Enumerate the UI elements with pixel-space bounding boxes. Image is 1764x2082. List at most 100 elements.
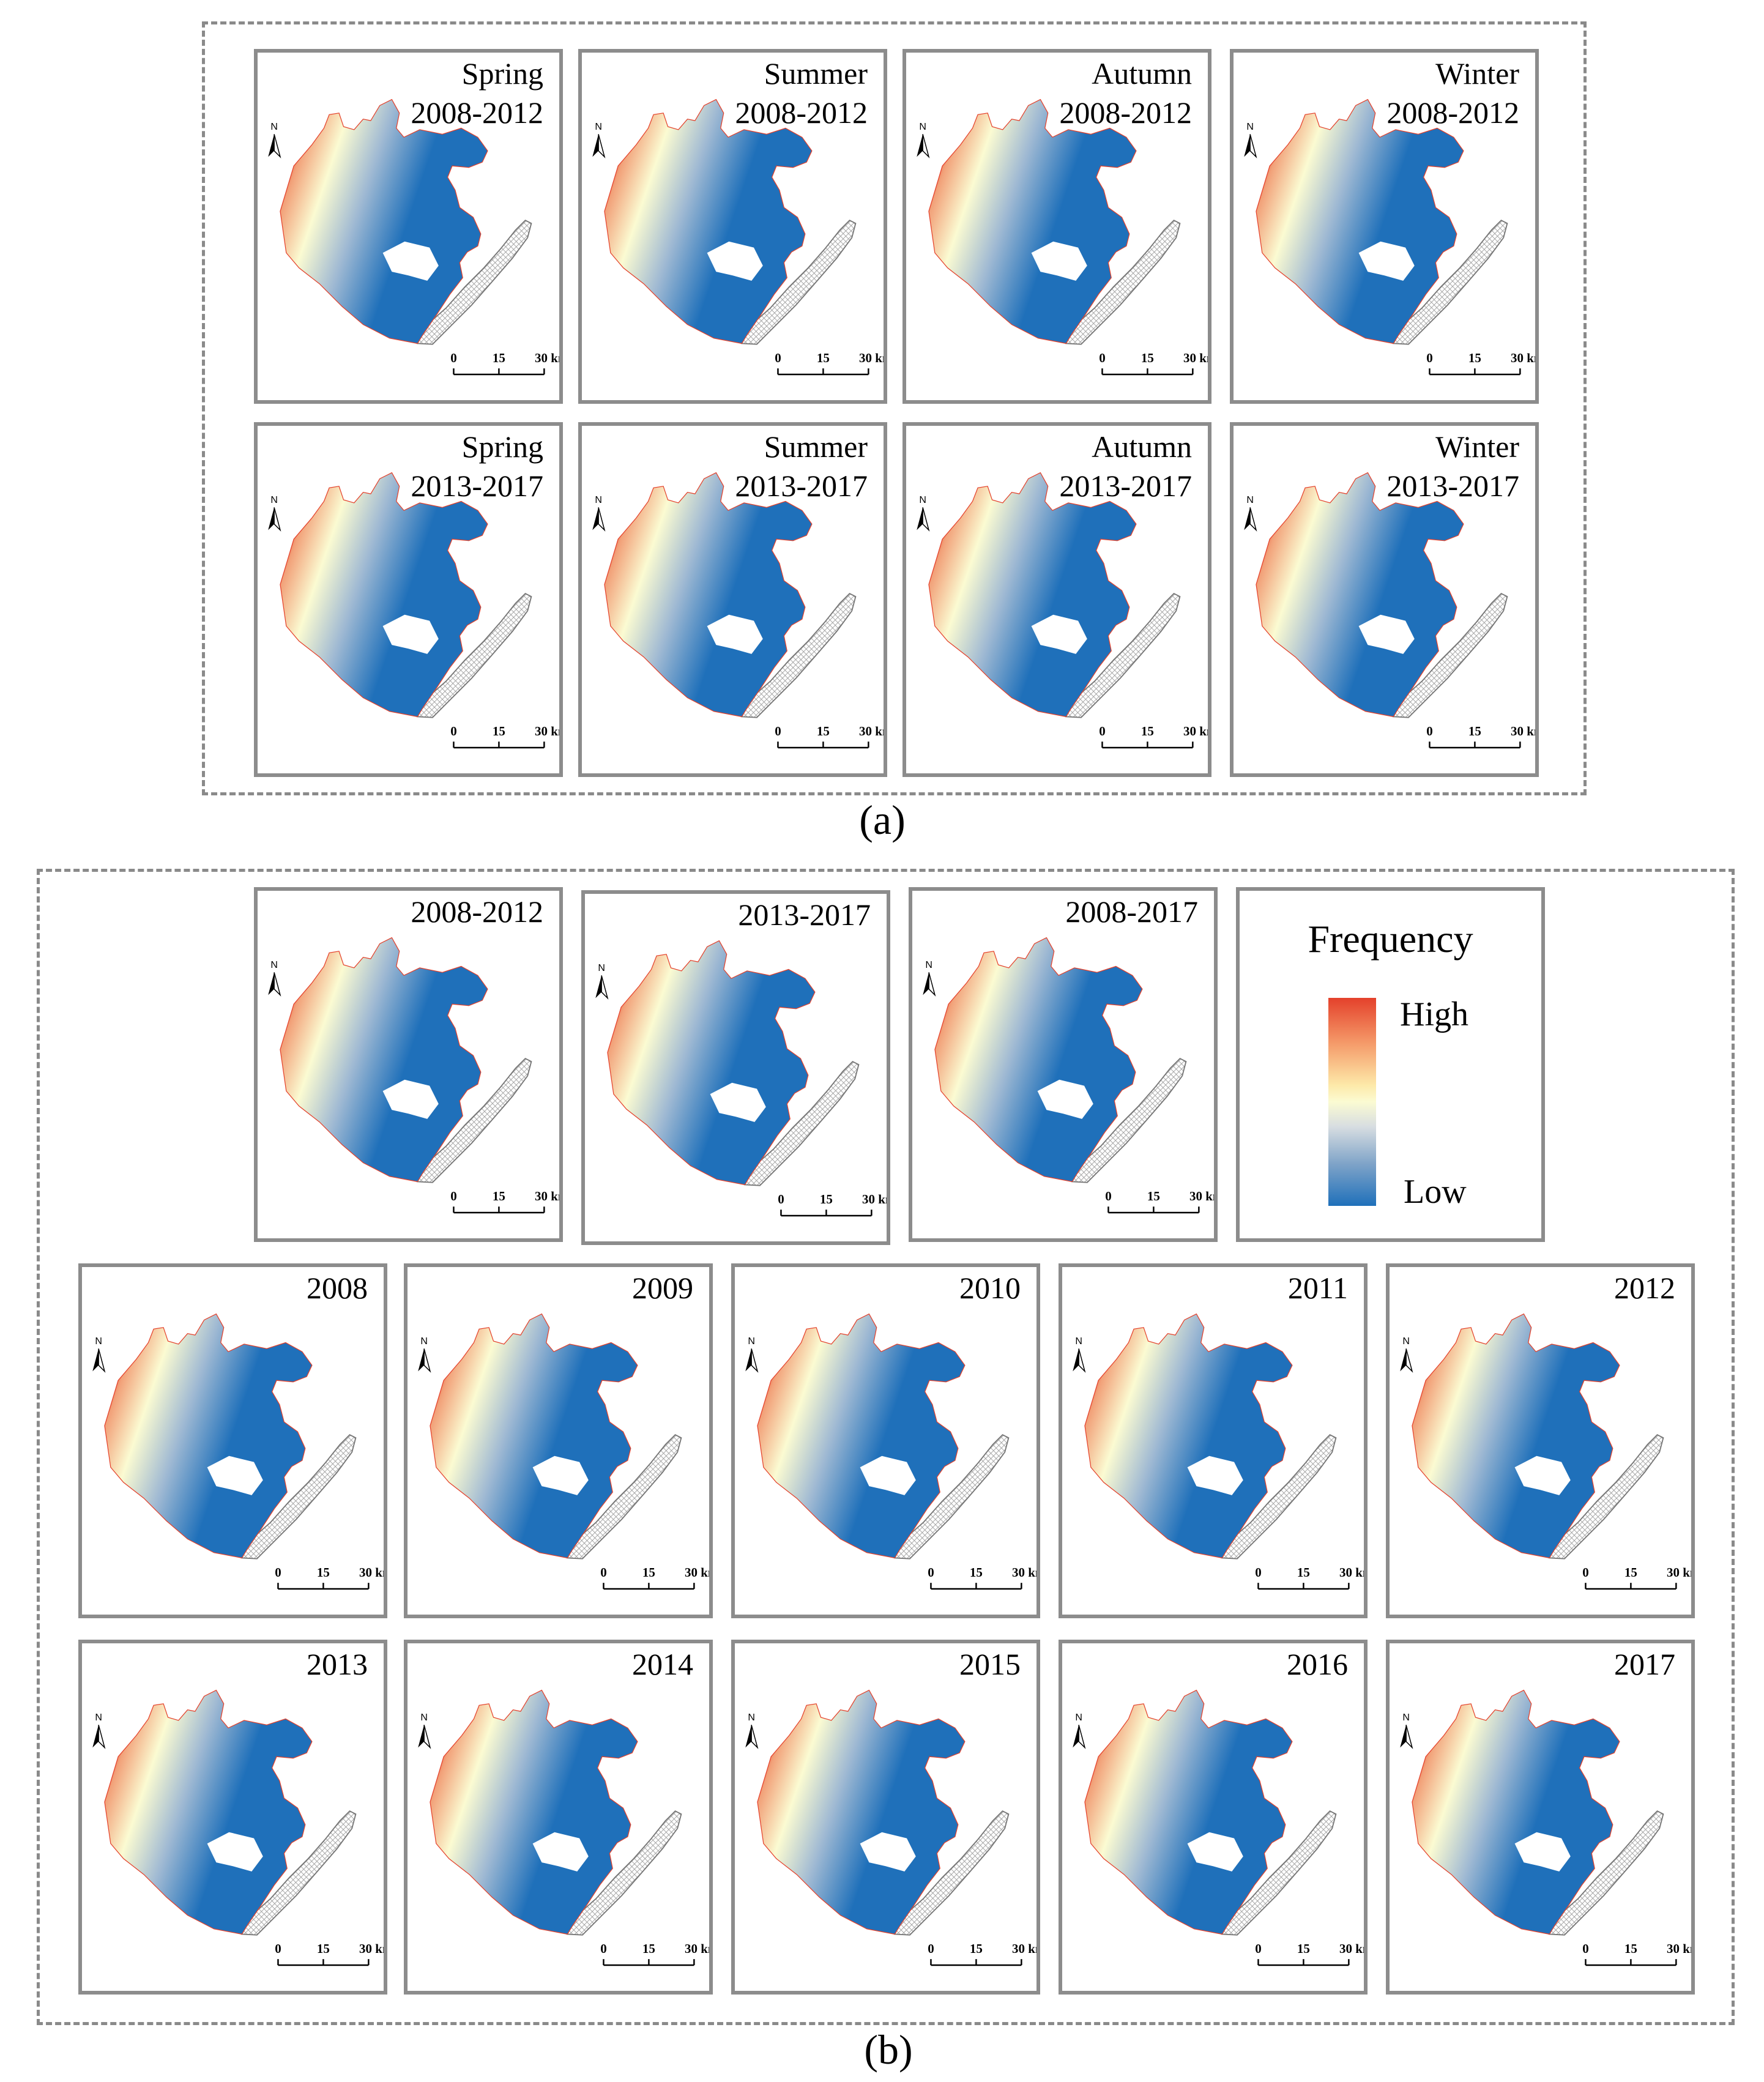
map-canvas: N 0 15 30 km	[592, 472, 884, 749]
north-arrow-icon	[98, 1348, 106, 1373]
map-canvas: N 0 15 30 km	[268, 99, 559, 376]
legend-color-bar	[1328, 998, 1376, 1206]
north-arrow-icon	[274, 507, 281, 532]
north-arrow-icon	[592, 134, 599, 157]
scale-label: 0	[275, 1565, 281, 1580]
scale-label: 30 km	[1667, 1565, 1691, 1580]
scale-label: 15	[493, 351, 505, 365]
map-panel: N 0 15 30 km 2016	[1059, 1640, 1368, 1995]
legend-title: Frequency	[1308, 917, 1473, 961]
lake-frequency-map	[430, 1689, 638, 1935]
scale-label: 30 km	[685, 1941, 709, 1956]
map-canvas: N 0 15 30 km	[268, 472, 559, 749]
reclaimed-area-hatch	[240, 1433, 357, 1560]
map-panel: N 0 15 30 km 2015	[731, 1640, 1040, 1995]
group-b-frame	[37, 869, 1735, 2025]
scale-label: 0	[1255, 1941, 1261, 1956]
reclaimed-area-hatch	[566, 1810, 682, 1936]
lake-frequency-map	[607, 940, 816, 1186]
north-arrow-icon	[418, 1725, 425, 1748]
scale-label: 0	[1582, 1565, 1588, 1580]
map-canvas: N 0 15 30 km	[1073, 1313, 1364, 1590]
reclaimed-area-hatch	[416, 219, 532, 345]
north-arrow-icon	[1249, 507, 1257, 532]
scale-label: 15	[820, 1192, 833, 1206]
legend-high-label: High	[1400, 995, 1468, 1033]
map-panel: N 0 15 30 km Summer 2008-2012	[578, 49, 887, 404]
map-canvas: N 0 15 30 km	[745, 1689, 1036, 1966]
north-arrow-icon	[274, 972, 281, 997]
map-panel: N 0 15 30 km 2008	[78, 1263, 387, 1618]
island-shape	[860, 1456, 916, 1495]
scale-label: 0	[1426, 724, 1432, 738]
panel-title: 2012	[1614, 1271, 1675, 1305]
lake-frequency-map	[757, 1689, 966, 1935]
scale-label: 0	[1099, 351, 1105, 365]
north-arrow-icon	[423, 1725, 431, 1749]
island-shape	[382, 614, 439, 654]
map-panel: N 0 15 30 km 2008-2012	[254, 887, 563, 1242]
lake-frequency-map	[1412, 1689, 1620, 1935]
scale-label: 30 km	[859, 351, 884, 365]
north-label: N	[1402, 1712, 1410, 1723]
lake-frequency-map	[928, 99, 1137, 344]
north-label: N	[919, 121, 926, 132]
scale-label: 15	[1297, 1941, 1310, 1956]
lake-frequency-map	[604, 472, 813, 718]
north-label: N	[748, 1336, 755, 1347]
north-arrow-icon	[751, 1348, 759, 1373]
reclaimed-area-hatch	[740, 219, 857, 345]
scale-label: 15	[817, 724, 830, 738]
scale-label: 30 km	[535, 724, 559, 738]
reclaimed-area-hatch	[240, 1810, 357, 1936]
reclaimed-area-hatch	[416, 592, 532, 718]
map-canvas: N 0 15 30 km	[418, 1689, 709, 1966]
reclaimed-area-hatch	[1065, 592, 1181, 718]
panel-title: 2008-2012	[411, 894, 543, 929]
scale-label: 15	[642, 1565, 655, 1580]
island-shape	[1358, 614, 1415, 654]
north-arrow-icon	[1078, 1725, 1086, 1749]
lake-frequency-map	[280, 937, 488, 1183]
lake-frequency-map	[1256, 99, 1464, 344]
scale-label: 0	[450, 351, 456, 365]
scale-label: 30 km	[535, 1189, 559, 1203]
north-arrow-icon	[592, 507, 599, 530]
panel-title: Summer 2008-2012	[735, 56, 868, 130]
map-panel: N 0 15 30 km 2017	[1386, 1640, 1695, 1995]
island-shape	[1187, 1832, 1243, 1872]
panel-title: 2011	[1287, 1271, 1348, 1305]
panel-title: 2010	[959, 1271, 1021, 1305]
lake-frequency-map	[280, 99, 488, 344]
group-a-frame	[202, 21, 1587, 795]
map-panel: N 0 15 30 km 2010	[731, 1263, 1040, 1618]
north-arrow-icon	[917, 134, 923, 157]
island-shape	[1031, 614, 1087, 654]
scale-label: 0	[775, 724, 781, 738]
scale-label: 0	[275, 1941, 281, 1956]
scale-label: 15	[493, 724, 505, 738]
island-shape	[1037, 1079, 1093, 1119]
reclaimed-area-hatch	[1548, 1433, 1664, 1560]
scale-label: 0	[1426, 351, 1432, 365]
reclaimed-area-hatch	[743, 1060, 860, 1186]
panel-title: Autumn 2013-2017	[1059, 429, 1192, 503]
map-canvas: N 0 15 30 km	[1400, 1313, 1691, 1590]
lake-frequency-map	[934, 937, 1143, 1183]
scale-label: 15	[970, 1565, 983, 1580]
panel-title: 2014	[632, 1647, 693, 1681]
north-label: N	[420, 1712, 428, 1723]
panel-title: Winter 2013-2017	[1386, 429, 1519, 503]
panel-title: 2015	[959, 1647, 1021, 1681]
scale-label: 15	[1468, 724, 1481, 738]
panel-title: Spring 2013-2017	[411, 429, 543, 503]
north-arrow-icon	[274, 134, 281, 158]
scale-label: 0	[1255, 1565, 1261, 1580]
north-arrow-icon	[1400, 1725, 1407, 1748]
island-shape	[860, 1832, 916, 1872]
north-arrow-icon	[268, 134, 275, 157]
north-arrow-icon	[1249, 134, 1257, 158]
panel-title: Winter 2008-2012	[1386, 56, 1519, 130]
north-arrow-icon	[751, 1725, 759, 1749]
panel-title: 2013	[307, 1647, 368, 1681]
